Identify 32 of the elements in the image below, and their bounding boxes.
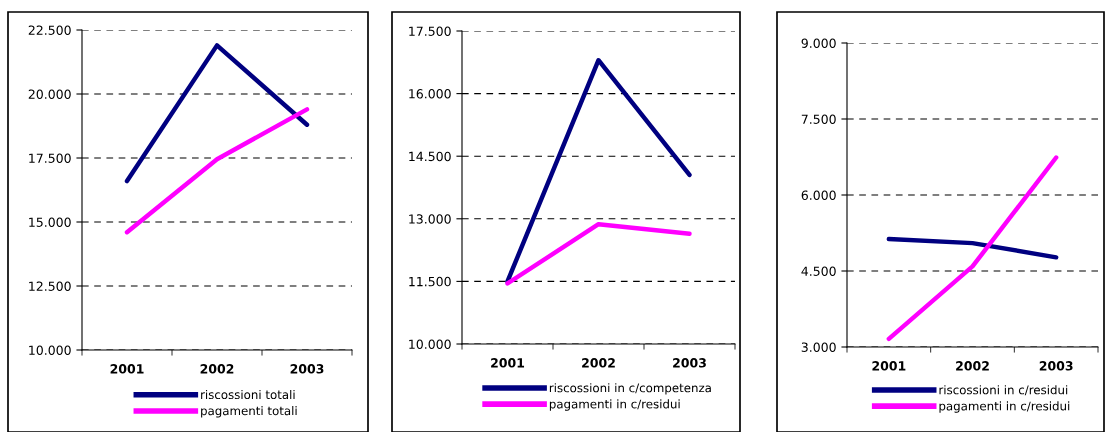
x-tick-label: 2003	[673, 358, 706, 368]
legend-label: riscossioni totali	[201, 389, 295, 400]
legend-label: riscossioni in c/residui	[939, 385, 1068, 396]
x-tick-label: 2001	[110, 364, 144, 374]
y-tick-label: 6.000	[801, 190, 836, 200]
y-tick-label: 13.000	[409, 214, 451, 224]
legend-label: pagamenti in c/residui	[939, 401, 1070, 413]
legend-label: riscossioni in c/competenza	[549, 383, 711, 395]
y-tick-label: 11.500	[409, 276, 451, 287]
y-tick-label: 17.500	[409, 26, 451, 36]
y-tick-label: 12.500	[29, 281, 71, 291]
x-tick-label: 2003	[290, 364, 324, 374]
y-tick-label: 10.000	[409, 339, 451, 349]
legend-label: pagamenti totali	[201, 406, 297, 418]
x-tick-label: 2002	[582, 358, 615, 368]
y-tick-label: 3.000	[801, 342, 836, 352]
x-tick-label: 2002	[956, 361, 989, 371]
y-tick-label: 9.000	[801, 38, 836, 48]
y-tick-label: 15.000	[29, 217, 71, 227]
legend-label: pagamenti in c/residui	[549, 399, 680, 411]
x-tick-label: 2001	[872, 361, 906, 371]
y-tick-label: 16.000	[409, 89, 451, 99]
y-tick-label: 14.500	[409, 151, 451, 162]
y-tick-label: 7.500	[801, 114, 836, 124]
x-tick-label: 2002	[200, 364, 234, 374]
x-tick-label: 2003	[1039, 361, 1073, 371]
x-tick-label: 2001	[491, 358, 525, 368]
y-tick-label: 4.500	[801, 266, 836, 276]
y-tick-label: 10.000	[29, 345, 71, 355]
y-tick-label: 20.000	[28, 89, 71, 99]
y-tick-label: 17.500	[29, 153, 71, 163]
y-tick-label: 22.500	[28, 25, 71, 35]
